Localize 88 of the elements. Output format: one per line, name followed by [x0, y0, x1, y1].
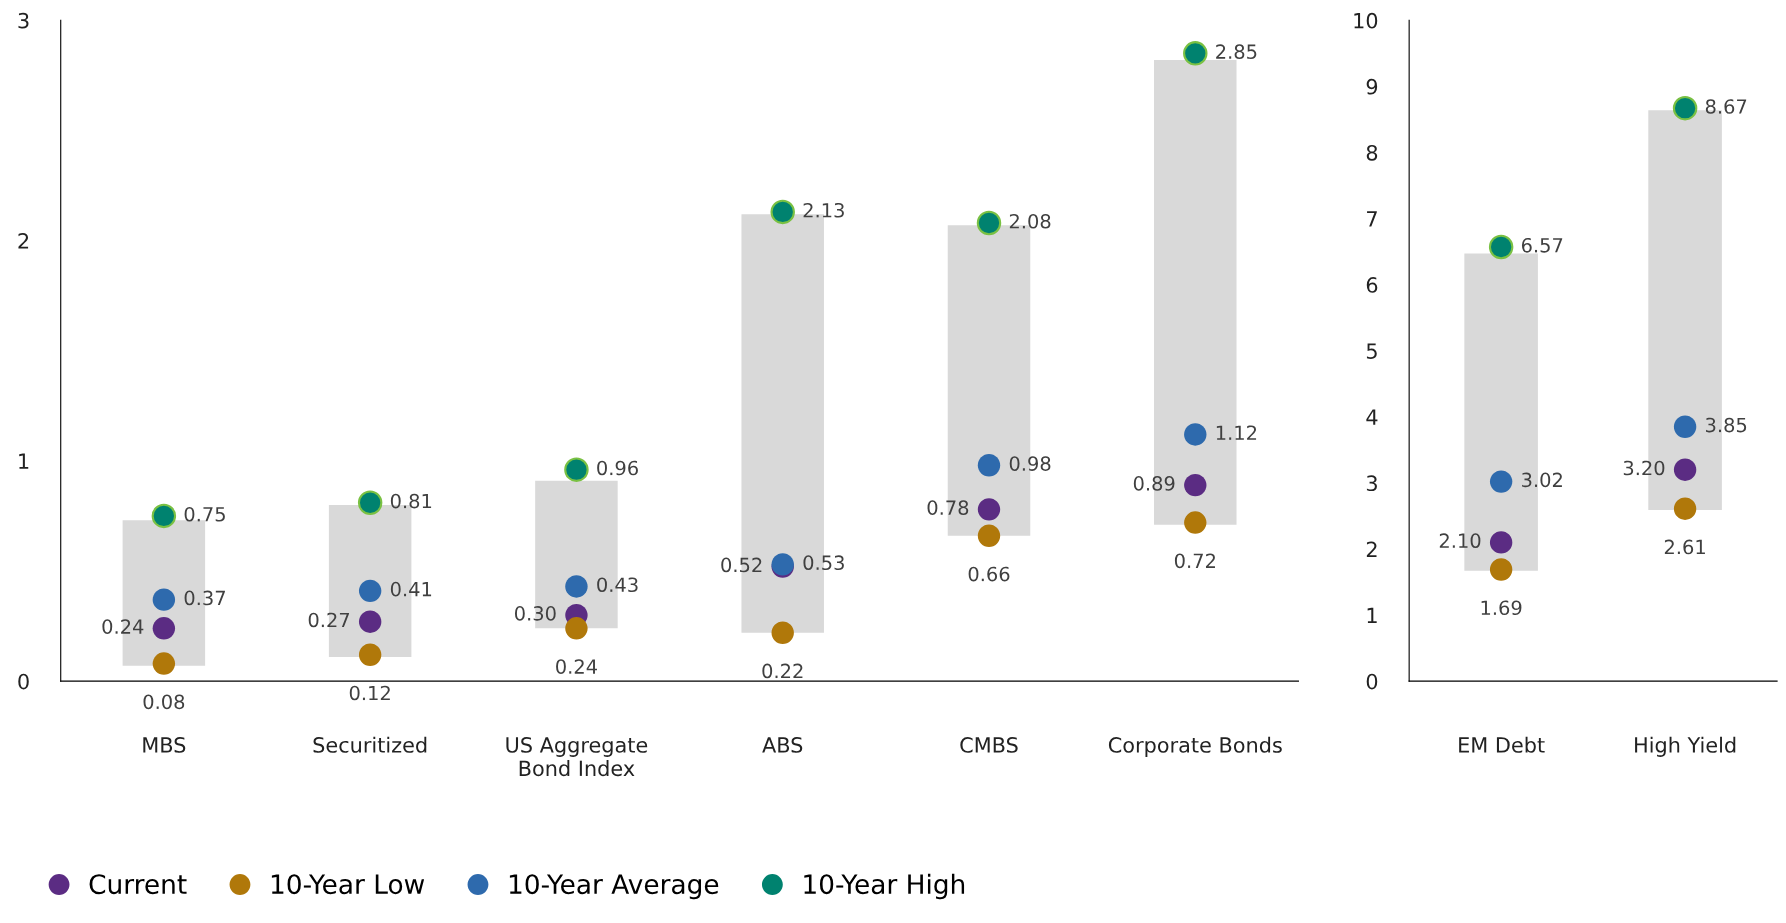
- point: [564, 457, 589, 482]
- data-label: 0.75: [184, 506, 225, 522]
- point: [358, 643, 382, 666]
- y-tick-label: 0: [18, 673, 29, 690]
- data-label: 1.12: [1216, 425, 1257, 440]
- x-tick-label: Securitized: [313, 736, 427, 753]
- y-tick-label: 0: [1366, 673, 1378, 690]
- data-label: 0.89: [1133, 476, 1175, 491]
- point: [357, 490, 383, 515]
- y-tick-label: 10: [1354, 12, 1378, 29]
- point: [1184, 511, 1207, 534]
- legend-label: 10-Year Low: [271, 874, 425, 895]
- point: [358, 610, 382, 633]
- y-tick-label: 8: [1366, 144, 1378, 161]
- data-label: 2.13: [803, 202, 844, 218]
- point: [151, 503, 177, 529]
- data-label: 2.08: [1009, 213, 1051, 229]
- data-label: 0.72: [1174, 553, 1215, 569]
- data-label: 0.37: [184, 590, 225, 606]
- data-label: 0.30: [514, 606, 556, 621]
- point: [1489, 558, 1513, 581]
- x-tick-label: US Aggregate Bond Index: [506, 737, 648, 777]
- point: [152, 652, 176, 675]
- data-label: 3.85: [1706, 417, 1747, 433]
- data-label: 0.08: [143, 694, 185, 710]
- point: [976, 210, 1002, 236]
- point: [1489, 470, 1513, 493]
- point: [152, 588, 176, 611]
- point: [1673, 497, 1697, 520]
- point: [1672, 95, 1698, 121]
- data-label: 0.52: [721, 557, 762, 573]
- data-label: 0.78: [927, 500, 969, 515]
- point: [977, 498, 1001, 521]
- data-label: 2.85: [1216, 44, 1257, 59]
- y-tick-label: 7: [1367, 211, 1377, 227]
- data-label: 0.22: [762, 663, 803, 679]
- y-tick-label: 9: [1366, 78, 1378, 95]
- data-label: 1.69: [1481, 600, 1522, 616]
- data-label: 0.81: [390, 493, 432, 509]
- x-tick-label: ABS: [762, 737, 803, 753]
- point: [565, 617, 588, 640]
- x-tick-label: Corporate Bonds: [1108, 736, 1282, 757]
- data-label: 0.96: [597, 460, 638, 476]
- y-tick-label: 2: [18, 233, 29, 249]
- data-label: 0.53: [803, 555, 844, 571]
- point: [1673, 415, 1697, 438]
- point: [771, 621, 794, 644]
- x-tick-label: MBS: [143, 737, 186, 753]
- y-tick-label: 1: [19, 453, 29, 469]
- point: [565, 575, 588, 598]
- point: [1488, 234, 1514, 260]
- point: [1673, 458, 1697, 481]
- data-label: 3.20: [1623, 460, 1665, 476]
- data-label: 0.12: [349, 685, 390, 701]
- legend-label: 10-Year High: [804, 873, 965, 900]
- point: [1489, 531, 1513, 554]
- x-tick-label: EM Debt: [1459, 736, 1545, 753]
- data-label: 0.41: [390, 581, 432, 597]
- legend-label: 10-Year Average: [509, 874, 719, 900]
- data-label: 0.24: [102, 619, 144, 634]
- point: [770, 199, 795, 225]
- data-label: 2.10: [1439, 533, 1481, 549]
- data-label: 6.57: [1521, 237, 1563, 253]
- y-tick-label: 2: [1366, 541, 1377, 557]
- point: [1183, 41, 1208, 66]
- y-tick-label: 6: [1366, 277, 1378, 293]
- point: [977, 454, 1001, 477]
- y-tick-label: 1: [1367, 607, 1377, 623]
- data-label: 8.67: [1705, 99, 1747, 114]
- data-label: 0.98: [1009, 456, 1051, 471]
- legend-label: Current: [89, 874, 187, 895]
- point: [152, 617, 176, 640]
- point: [977, 524, 1001, 547]
- data-label: 0.66: [968, 566, 1010, 582]
- y-tick-label: 3: [1366, 475, 1377, 492]
- point: [1184, 473, 1207, 497]
- data-label: 0.27: [308, 612, 350, 628]
- y-tick-label: 3: [18, 12, 29, 29]
- data-label: 0.43: [597, 577, 638, 593]
- point: [358, 579, 382, 603]
- data-label: 3.02: [1522, 472, 1562, 488]
- y-tick-label: 4: [1366, 409, 1378, 425]
- x-tick-label: High Yield: [1635, 736, 1736, 757]
- point: [1184, 423, 1207, 446]
- data-label: 2.61: [1664, 539, 1705, 555]
- x-tick-label: CMBS: [960, 737, 1018, 753]
- y-tick-label: 5: [1366, 343, 1377, 359]
- data-label: 0.24: [556, 659, 597, 674]
